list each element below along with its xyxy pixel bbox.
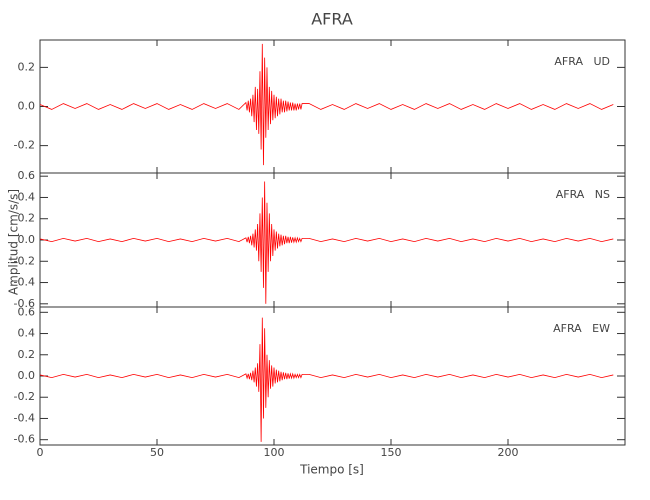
x-tick-label: 200 xyxy=(498,446,519,459)
y-tick-label: 0.2 xyxy=(18,212,36,225)
chart-title: AFRA xyxy=(311,10,353,29)
waveform xyxy=(39,43,614,166)
x-tick-label: 150 xyxy=(381,446,402,459)
y-tick-label: -0.2 xyxy=(14,254,35,267)
trace-label: AFRA UD xyxy=(554,55,610,68)
y-tick-label: -0.4 xyxy=(14,276,35,289)
x-tick-label: 50 xyxy=(150,446,164,459)
y-tick-label: 0.6 xyxy=(18,305,36,318)
x-axis-label: Tiempo [s] xyxy=(299,463,364,477)
y-tick-label: -0.4 xyxy=(14,411,35,424)
y-tick-label: 0.2 xyxy=(18,348,36,361)
y-tick-label: -0.6 xyxy=(14,433,35,446)
y-tick-label: -0.2 xyxy=(14,139,35,152)
trace-label: AFRA NS xyxy=(556,188,610,201)
y-tick-label: 0.0 xyxy=(18,233,36,246)
waveform xyxy=(39,181,614,304)
y-tick-label: 0.4 xyxy=(18,327,36,340)
trace-label: AFRA EW xyxy=(553,322,610,335)
y-axis-label: Amplitud [cm/s/s] xyxy=(7,189,21,295)
waveform xyxy=(39,317,614,442)
x-tick-label: 100 xyxy=(264,446,285,459)
y-tick-label: 0.0 xyxy=(18,100,36,113)
y-tick-label: 0.4 xyxy=(18,190,36,203)
y-tick-label: -0.6 xyxy=(14,297,35,310)
y-tick-label: 0.6 xyxy=(18,169,36,182)
y-tick-label: -0.2 xyxy=(14,390,35,403)
y-tick-label: 0.0 xyxy=(18,369,36,382)
x-tick-label: 0 xyxy=(37,446,44,459)
y-tick-label: 0.2 xyxy=(18,60,36,73)
